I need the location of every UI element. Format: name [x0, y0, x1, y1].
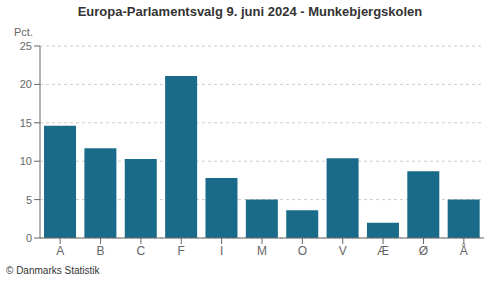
- svg-text:Ø: Ø: [419, 244, 428, 258]
- svg-text:I: I: [220, 244, 223, 258]
- html-text:© Danmarks Statistik: © Danmarks Statistik: [6, 265, 100, 276]
- svg-text:20: 20: [20, 78, 32, 90]
- svg-text:V: V: [339, 244, 347, 258]
- svg-text:Å: Å: [460, 243, 468, 258]
- svg-text:F: F: [178, 244, 185, 258]
- svg-text:B: B: [97, 244, 105, 258]
- svg-text:Æ: Æ: [377, 244, 389, 258]
- svg-text:A: A: [56, 244, 64, 258]
- svg-text:C: C: [137, 244, 146, 258]
- svg-text:5: 5: [26, 194, 32, 206]
- svg-text:O: O: [298, 244, 307, 258]
- svg-text:M: M: [257, 244, 267, 258]
- svg-text:15: 15: [20, 117, 32, 129]
- svg-text:25: 25: [20, 40, 32, 52]
- html-text:Europa-Parlamentsvalg 9. juni: Europa-Parlamentsvalg 9. juni 2024 - Mun…: [77, 4, 423, 19]
- html-text:Pct.: Pct.: [14, 26, 33, 38]
- svg-text:0: 0: [26, 232, 32, 244]
- svg-text:10: 10: [20, 155, 32, 167]
